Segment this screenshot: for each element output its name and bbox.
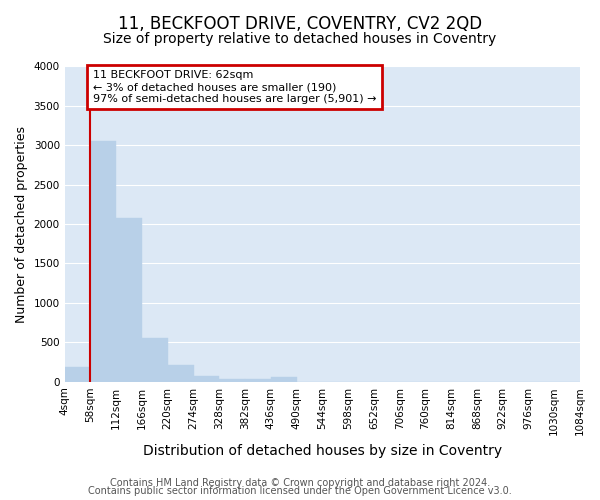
Bar: [219, 378, 245, 382]
Bar: [116, 218, 142, 382]
Y-axis label: Number of detached properties: Number of detached properties: [15, 126, 28, 322]
Text: Contains public sector information licensed under the Open Government Licence v3: Contains public sector information licen…: [88, 486, 512, 496]
Text: Size of property relative to detached houses in Coventry: Size of property relative to detached ho…: [103, 32, 497, 46]
Bar: [91, 140, 116, 382]
Text: 11, BECKFOOT DRIVE, COVENTRY, CV2 2QD: 11, BECKFOOT DRIVE, COVENTRY, CV2 2QD: [118, 15, 482, 33]
Bar: [193, 376, 219, 382]
Bar: [168, 365, 193, 382]
X-axis label: Distribution of detached houses by size in Coventry: Distribution of detached houses by size …: [143, 444, 502, 458]
Bar: [271, 377, 296, 382]
Text: Contains HM Land Registry data © Crown copyright and database right 2024.: Contains HM Land Registry data © Crown c…: [110, 478, 490, 488]
Text: 11 BECKFOOT DRIVE: 62sqm
← 3% of detached houses are smaller (190)
97% of semi-d: 11 BECKFOOT DRIVE: 62sqm ← 3% of detache…: [93, 70, 377, 104]
Bar: [65, 366, 91, 382]
Bar: [142, 338, 168, 382]
Bar: [245, 378, 271, 382]
